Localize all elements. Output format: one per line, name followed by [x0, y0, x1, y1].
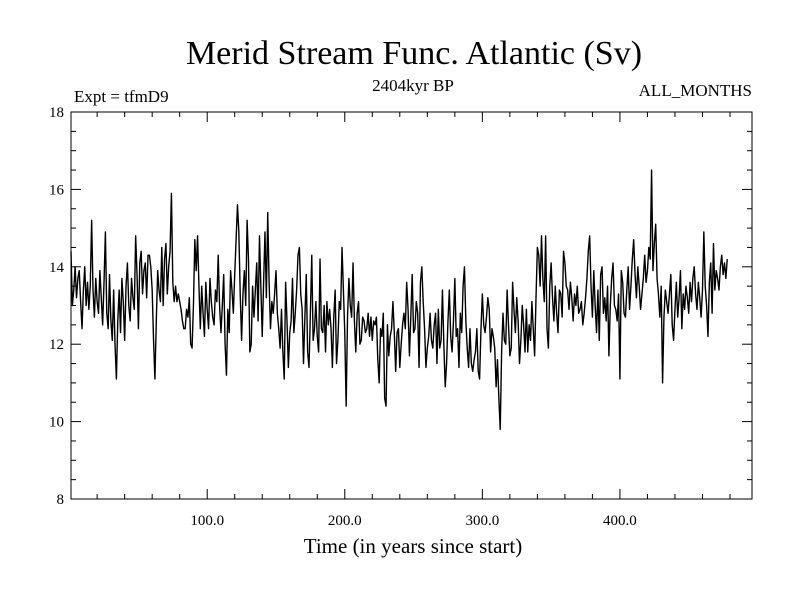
experiment-label: Expt = tfmD9	[74, 87, 169, 106]
x-tick-label: 200.0	[328, 513, 362, 529]
months-label: ALL_MONTHS	[639, 81, 752, 100]
chart-title: Merid Stream Func. Atlantic (Sv)	[186, 35, 642, 72]
x-axis-label: Time (in years since start)	[304, 534, 523, 558]
y-tick-label: 10	[49, 415, 64, 431]
series-line	[70, 169, 728, 431]
y-tick-label: 14	[49, 260, 65, 276]
x-tick-label: 100.0	[190, 513, 224, 529]
x-tick-label: 300.0	[465, 513, 499, 529]
plot-area	[70, 169, 728, 431]
y-tick-label: 8	[57, 492, 65, 508]
x-tick-label: 400.0	[603, 513, 637, 529]
y-tick-label: 12	[49, 337, 64, 353]
y-tick-label: 16	[49, 182, 65, 198]
y-tick-label: 18	[49, 105, 64, 121]
axis-ticks: 8 10 12 14 16 18 100.0 200.0 300.0 400.0	[49, 105, 752, 529]
period-label: 2404kyr BP	[372, 76, 454, 95]
